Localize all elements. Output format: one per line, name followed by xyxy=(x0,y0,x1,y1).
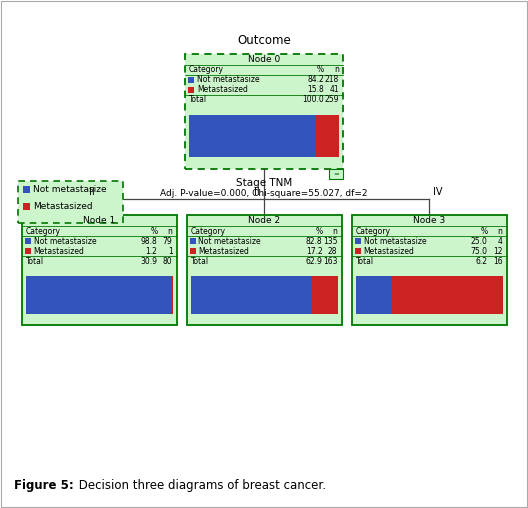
Text: %: % xyxy=(480,227,487,236)
Bar xyxy=(190,247,195,253)
Text: Outcome: Outcome xyxy=(237,34,291,47)
Text: 15.8: 15.8 xyxy=(307,85,324,94)
Text: Metastasized: Metastasized xyxy=(199,246,249,256)
Bar xyxy=(171,275,173,313)
Text: 4: 4 xyxy=(497,237,503,245)
Text: Not metastasize: Not metastasize xyxy=(197,76,260,84)
Text: 1: 1 xyxy=(168,246,173,256)
Text: Category: Category xyxy=(191,227,225,236)
Text: Stage TNM: Stage TNM xyxy=(236,178,292,188)
Text: 98.8: 98.8 xyxy=(141,237,157,245)
Bar xyxy=(190,238,195,243)
Bar xyxy=(352,215,506,325)
Text: Node 2: Node 2 xyxy=(248,216,280,225)
Text: %: % xyxy=(315,227,323,236)
Text: Metastasized: Metastasized xyxy=(197,85,248,94)
Text: Not metastasize: Not metastasize xyxy=(363,237,426,245)
Bar xyxy=(185,54,343,169)
Bar xyxy=(188,86,194,92)
Text: 135: 135 xyxy=(323,237,337,245)
Text: Not metastasize: Not metastasize xyxy=(33,237,96,245)
Text: 259: 259 xyxy=(325,96,339,105)
Text: II: II xyxy=(254,187,260,197)
Text: 80: 80 xyxy=(163,257,173,266)
Text: 79: 79 xyxy=(163,237,173,245)
Bar xyxy=(312,275,337,313)
Text: Metastasized: Metastasized xyxy=(33,202,92,211)
Text: 17.2: 17.2 xyxy=(306,246,323,256)
Bar xyxy=(315,115,339,157)
Text: 30.9: 30.9 xyxy=(140,257,157,266)
Text: %: % xyxy=(317,66,324,75)
Bar xyxy=(186,215,342,325)
Text: 163: 163 xyxy=(323,257,337,266)
Bar xyxy=(188,77,194,82)
Text: Total: Total xyxy=(25,257,44,266)
Text: 75.0: 75.0 xyxy=(470,246,487,256)
Text: 100.0: 100.0 xyxy=(302,96,324,105)
Text: II: II xyxy=(89,187,95,197)
Text: Not metastasize: Not metastasize xyxy=(33,185,107,194)
Text: Node 3: Node 3 xyxy=(413,216,445,225)
Text: Decision three diagrams of breast cancer.: Decision three diagrams of breast cancer… xyxy=(75,480,326,492)
Bar xyxy=(24,238,31,243)
Text: Category: Category xyxy=(355,227,391,236)
Bar xyxy=(354,247,361,253)
Text: Adj. P-value=0.000, Chi-square=55.027, df=2: Adj. P-value=0.000, Chi-square=55.027, d… xyxy=(161,188,367,198)
Text: n: n xyxy=(334,66,339,75)
Text: 25.0: 25.0 xyxy=(470,237,487,245)
Text: n: n xyxy=(167,227,173,236)
Text: Total: Total xyxy=(191,257,209,266)
Text: 16: 16 xyxy=(493,257,503,266)
Text: Category: Category xyxy=(189,66,224,75)
Bar xyxy=(23,186,30,193)
Text: Total: Total xyxy=(355,257,374,266)
Text: n: n xyxy=(497,227,503,236)
Bar xyxy=(355,275,392,313)
Bar xyxy=(23,203,30,210)
Text: 1.2: 1.2 xyxy=(146,246,157,256)
Bar xyxy=(392,275,503,313)
Text: %: % xyxy=(150,227,157,236)
Text: 6.2: 6.2 xyxy=(476,257,487,266)
Text: 84.2: 84.2 xyxy=(307,76,324,84)
Text: n: n xyxy=(333,227,337,236)
Text: 218: 218 xyxy=(325,76,339,84)
Bar xyxy=(18,181,123,223)
Text: Category: Category xyxy=(25,227,61,236)
Text: 41: 41 xyxy=(329,85,339,94)
Bar xyxy=(191,275,312,313)
Text: Metastasized: Metastasized xyxy=(363,246,414,256)
Bar xyxy=(189,115,315,157)
Text: =: = xyxy=(333,171,339,177)
Bar xyxy=(22,215,176,325)
Text: Metastasized: Metastasized xyxy=(33,246,84,256)
Text: IV: IV xyxy=(433,187,442,197)
Text: 82.8: 82.8 xyxy=(306,237,323,245)
Text: Figure 5:: Figure 5: xyxy=(14,480,74,492)
Text: Node 0: Node 0 xyxy=(248,55,280,64)
Bar xyxy=(354,238,361,243)
Text: 62.9: 62.9 xyxy=(306,257,323,266)
Text: 12: 12 xyxy=(493,246,503,256)
Bar xyxy=(24,247,31,253)
Text: Not metastasize: Not metastasize xyxy=(199,237,261,245)
Text: 28: 28 xyxy=(328,246,337,256)
Bar xyxy=(25,275,171,313)
Text: Total: Total xyxy=(189,96,207,105)
Bar xyxy=(329,169,343,179)
Text: Node 1: Node 1 xyxy=(83,216,115,225)
